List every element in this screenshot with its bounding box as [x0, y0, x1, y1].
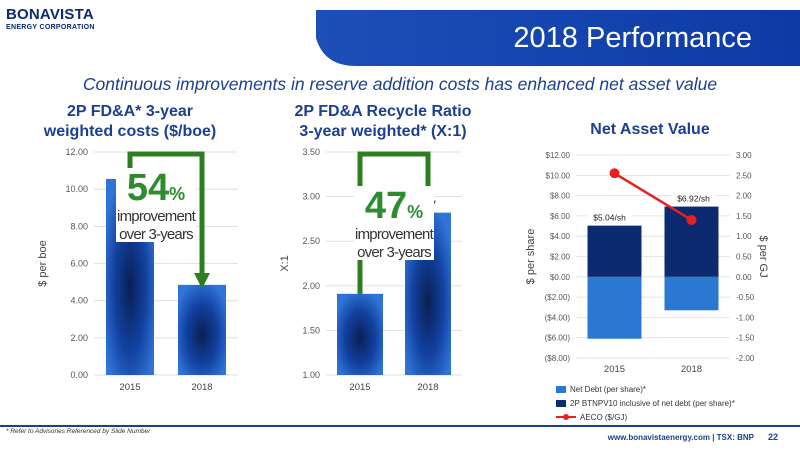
chart3-aeco-point-2015: [609, 168, 620, 179]
chart2-ytick: 2.00: [302, 281, 320, 291]
chart1-title-line1: 2P FD&A* 3-year: [67, 103, 193, 120]
chart3-data-label-bg: [671, 192, 716, 205]
legend-swatch-aeco: [556, 414, 576, 420]
chart1-ytick: 2.00: [70, 333, 88, 343]
chart2-ytick: 1.50: [302, 325, 320, 335]
chart3-ytick-right: -2.00: [736, 354, 755, 363]
chart1-ytick: 8.00: [70, 221, 88, 231]
footnote: * Refer to Advisories Referenced by Slid…: [6, 428, 151, 435]
chart3-ytick: $2.00: [550, 253, 571, 262]
chart2-title-line1: 2P FD&A Recycle Ratio: [294, 103, 472, 120]
callout2: 47% improvement over 3-years: [354, 185, 434, 261]
page-title: 2018 Performance: [513, 22, 752, 54]
callout2-number: 47: [364, 185, 408, 227]
legend-item-aeco: AECO ($/GJ): [556, 410, 735, 424]
chart1-bar-2018: [178, 284, 226, 375]
chart1-title-line2: weighted costs ($/boe): [43, 123, 217, 140]
legend-item-net-debt: Net Debt (per share)*: [556, 382, 735, 396]
chart2-title: 2P FD&A Recycle Ratio 3-year weighted* (…: [268, 102, 498, 142]
page-number: 22: [767, 432, 778, 442]
chart3-ytick: ($4.00): [545, 313, 571, 322]
chart3-ytick: ($8.00): [545, 354, 571, 363]
logo-tagline: ENERGY CORPORATION: [6, 24, 95, 31]
chart3-ytick-right: -1.50: [736, 334, 755, 343]
chart2-xtick-2015: 2015: [349, 382, 370, 393]
callout1-line1: improvement: [117, 208, 196, 225]
chart3-aeco-line: [613, 172, 693, 222]
chart1-plot: 0.00 2.00 4.00 6.00 8.00 10.00 12.00 2015 2018 $ …: [37, 147, 238, 393]
chart3-plot: ($8.00) ($6.00) ($4.00) ($2.00) $0.00 $2.00 $4…: [525, 151, 769, 375]
chart3-data-label-2015: $5.04/sh: [593, 213, 626, 223]
chart1-ylabel: $ per boe: [37, 240, 49, 286]
chart3-ytick: $10.00: [546, 171, 571, 180]
chart3-data-label-bg: [587, 211, 632, 224]
chart2-ytick: 3.00: [302, 192, 320, 202]
chart1-xtick-2015: 2015: [119, 382, 140, 393]
callout1-unit: %: [169, 184, 186, 204]
chart3-ytick: ($6.00): [545, 334, 571, 343]
company-logo: BONAVISTA ENERGY CORPORATION: [6, 6, 102, 40]
chart3-ytick-right: 1.50: [736, 212, 752, 221]
chart3-bar-net-debt-2018: [664, 276, 719, 311]
legend-swatch-net-debt: [556, 385, 566, 393]
chart1-xtick-2018: 2018: [191, 382, 212, 393]
chart3-ytick: $4.00: [550, 232, 571, 241]
footer-website[interactable]: www.bonavistaenergy.com | TSX: BNP: [607, 433, 754, 442]
chart2-plot: 1.00 1.50 2.00 2.50 3.00 3.50 2015 2018 X:1: [279, 147, 462, 393]
callout2-unit: %: [407, 202, 424, 222]
chart3-ytick: $8.00: [550, 192, 571, 201]
legend-label-net-debt: Net Debt (per share)*: [570, 384, 647, 394]
chart3-ytick-right: 2.50: [736, 171, 752, 180]
chart2-title-line2: 3-year weighted* (X:1): [299, 123, 467, 140]
chart3-ytick: $6.00: [550, 212, 571, 221]
chart3-xtick-2015: 2015: [604, 364, 625, 375]
chart3-data-label-2018: $6.92/sh: [677, 194, 710, 204]
chart2-bar-2015: [337, 293, 383, 375]
chart2-ylabel: X:1: [279, 255, 291, 272]
chart3-title: Net Asset Value: [590, 121, 710, 138]
subtitle: Continuous improvements in reserve addit…: [82, 74, 718, 94]
chart1-ytick: 6.00: [70, 259, 88, 269]
chart3-ytick: ($2.00): [545, 293, 571, 302]
chart2-ytick: 1.00: [302, 370, 320, 380]
chart3-ytick-right: 1.00: [736, 232, 752, 241]
chart3-xtick-2018: 2018: [681, 364, 702, 375]
chart2-xtick-2018: 2018: [417, 382, 438, 393]
chart3-aeco-point-2018: [686, 214, 697, 225]
chart3-ytick-right: 0.50: [736, 253, 752, 262]
chart1-title: 2P FD&A* 3-year weighted costs ($/boe): [20, 102, 240, 142]
chart3-ylabel-right: $ per GJ: [757, 235, 769, 277]
chart3-ylabel: $ per share: [525, 229, 537, 285]
chart3-ytick-right: 3.00: [736, 151, 752, 160]
callout1-number: 54: [126, 167, 170, 209]
chart3-ytick-right: -0.50: [736, 293, 755, 302]
chart1-ytick: 10.00: [65, 184, 88, 194]
chart3-ytick-right: 0.00: [736, 273, 752, 282]
chart1-improvement-arrow: [127, 151, 211, 289]
chart3-ytick-right: -1.00: [736, 313, 755, 322]
legend-label-aeco: AECO ($/GJ): [580, 412, 628, 422]
callout1: 54% improvement over 3-years: [116, 167, 196, 243]
chart2-ytick: 2.50: [302, 236, 320, 246]
legend-label-btnpv10: 2P BTNPV10 inclusive of net debt (per sh…: [570, 398, 735, 408]
title-banner: 2018 Performance: [316, 10, 800, 66]
chart1-ytick: 4.00: [70, 296, 88, 306]
logo-wordmark: BONAVISTA: [6, 6, 94, 23]
footer-divider: [0, 425, 800, 427]
callout2-line2: over 3-years: [357, 244, 432, 261]
chart1-ytick: 0.00: [70, 370, 88, 380]
legend-swatch-btnpv10: [556, 399, 566, 407]
chart1-ytick: 12.00: [65, 147, 88, 157]
chart3-ytick: $0.00: [550, 273, 571, 282]
chart3-ytick-right: 2.00: [736, 192, 752, 201]
chart3-legend: Net Debt (per share)* 2P BTNPV10 inclusi…: [556, 382, 735, 424]
banner-shape: [316, 10, 800, 66]
legend-item-btnpv10: 2P BTNPV10 inclusive of net debt (per sh…: [556, 396, 735, 410]
chart3-bar-btnpv10-2015: [587, 225, 642, 277]
chart3-ytick: $12.00: [546, 151, 571, 160]
callout2-line1: improvement: [355, 226, 434, 243]
chart3-bar-net-debt-2015: [587, 276, 642, 339]
chart2-ytick: 3.50: [302, 147, 320, 157]
callout1-line2: over 3-years: [119, 226, 194, 243]
